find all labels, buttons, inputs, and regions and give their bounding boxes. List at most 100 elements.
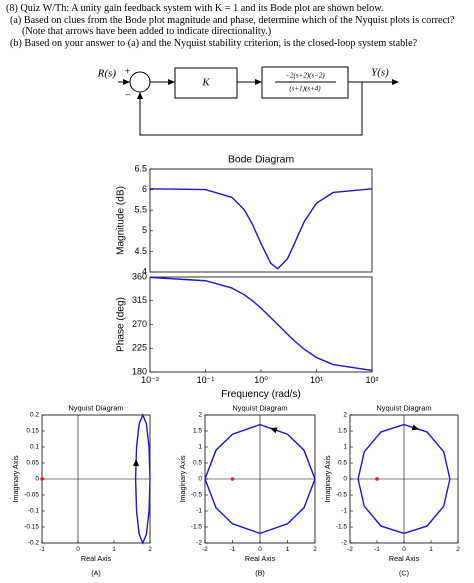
x-tick-label: 1	[112, 546, 116, 553]
y-tick-label: 0	[198, 476, 202, 483]
y-tick-label: -0.5	[336, 492, 348, 499]
x-tick-label: -2	[347, 546, 353, 553]
y-tick-label: 0.5	[193, 460, 202, 467]
x-tick-label: 2	[313, 546, 317, 553]
y-tick-label: 1.5	[193, 428, 202, 435]
block-diagram	[118, 66, 399, 136]
x-axis-label: Frequency (rad/s)	[221, 389, 301, 400]
sign: +	[124, 66, 131, 77]
sign: −	[124, 90, 131, 102]
gain-block	[174, 67, 238, 99]
x-tick-label: -1	[39, 546, 45, 553]
question-heading: (8) Quiz W/Th: A unity gain feedback sys…	[6, 3, 384, 14]
critical-point	[40, 477, 44, 481]
y-tick-label: 1.5	[338, 428, 347, 435]
x-tick-label: 0	[402, 546, 406, 553]
y-tick-label: -1.5	[336, 524, 348, 531]
x-axis-label: Real Axis	[389, 554, 420, 563]
plot-caption: (B)	[255, 569, 265, 577]
y-tick-label: 4.5	[134, 246, 147, 256]
y-tick-label: -2	[341, 540, 347, 547]
y-tick-label: 180	[132, 366, 147, 376]
curve	[204, 423, 316, 535]
y-tick-label: -0.05	[24, 492, 39, 499]
y-tick-label: 0.05	[26, 460, 39, 467]
summing-junction	[129, 71, 151, 93]
y-axis-label: Imaginary Axis	[323, 455, 332, 503]
x-axis-label: Real Axis	[245, 554, 276, 563]
y-tick-label: 360	[132, 271, 147, 281]
y-tick-label: -0.1	[28, 508, 40, 515]
x-axis-label: Real Axis	[81, 554, 112, 563]
y-axis-label: Imaginary Axis	[11, 455, 20, 503]
y-tick-label: -0.2	[28, 540, 40, 547]
output-label: Y(s)	[371, 67, 389, 79]
x-tick-label: 1	[429, 546, 433, 553]
plot-caption: (C)	[399, 569, 409, 577]
y-tick-label: -1	[341, 508, 347, 515]
critical-point	[375, 477, 379, 481]
plot-title: Nyquist Diagram	[232, 403, 287, 412]
y-tick-label: 6.5	[134, 163, 147, 173]
direction-arrow	[269, 427, 278, 434]
y-tick-label: -0.15	[24, 524, 39, 531]
plot-title: Nyquist Diagram	[376, 403, 431, 412]
direction-arrow	[132, 459, 139, 467]
y-tick-label: 0	[343, 476, 347, 483]
plot-caption: (A)	[91, 569, 101, 577]
y-tick-label: 1	[343, 444, 347, 451]
y-tick-label: 1	[198, 444, 202, 451]
y-tick-label: 0.5	[338, 460, 347, 467]
plot-title: Nyquist Diagram	[68, 403, 123, 412]
y-tick-label: 270	[132, 319, 147, 329]
y-tick-label: 225	[132, 343, 147, 353]
x-tick-label: -1	[374, 546, 380, 553]
y-tick-label: -1.5	[191, 524, 203, 531]
x-tick-label: 10²	[365, 375, 378, 385]
question-part: (b) Based on your answer to (a) and the …	[10, 37, 418, 49]
y-tick-label: -0.5	[191, 492, 203, 499]
x-tick-label: -2	[202, 546, 208, 553]
x-tick-label: 0	[76, 546, 80, 553]
plot-title: Bode Diagram	[228, 155, 294, 166]
plot-frame	[149, 168, 373, 273]
curve	[357, 423, 451, 535]
curve	[149, 188, 373, 270]
x-tick-label: 10⁻²	[141, 375, 159, 385]
y-tick-label: -1	[196, 508, 202, 515]
plot-frame	[149, 276, 373, 373]
y-axis-label: Magnitude (dB)	[116, 186, 127, 255]
y-tick-label: 2	[343, 412, 347, 419]
x-tick-label: 10⁰	[254, 375, 268, 385]
feedback-wire	[137, 82, 363, 136]
y-tick-label: 6	[142, 184, 147, 194]
x-tick-label: 2	[148, 546, 152, 553]
direction-arrow	[411, 424, 420, 431]
y-tick-label: 5.5	[134, 205, 147, 215]
x-tick-label: 1	[286, 546, 290, 553]
input-label: R(s)	[97, 68, 117, 80]
y-tick-label: 5	[142, 225, 147, 235]
critical-point	[230, 477, 235, 481]
y-tick-label: 315	[132, 295, 147, 305]
y-axis-label: Phase (deg)	[116, 297, 127, 352]
x-tick-label: -1	[230, 546, 236, 553]
question-part: (a) Based on clues from the Bode plot ma…	[10, 14, 455, 38]
curve	[134, 413, 151, 545]
y-tick-label: 0.2	[30, 412, 39, 419]
x-tick-label: 2	[456, 546, 460, 553]
x-tick-label: 10¹	[310, 375, 323, 385]
x-tick-label: 0	[258, 546, 262, 553]
y-tick-label: 0.1	[30, 444, 39, 451]
y-tick-label: 0.15	[26, 428, 39, 435]
y-tick-label: 4	[142, 266, 147, 276]
curve	[149, 276, 373, 372]
denominator: (s+1)(s+4)	[289, 85, 321, 93]
y-tick-label: -2	[196, 540, 202, 547]
question: (8) Quiz W/Th: A unity gain feedback sys…	[6, 3, 470, 49]
y-axis-label: Imaginary Axis	[178, 455, 187, 503]
y-tick-label: 0	[35, 476, 39, 483]
gain-label: K	[201, 77, 210, 89]
